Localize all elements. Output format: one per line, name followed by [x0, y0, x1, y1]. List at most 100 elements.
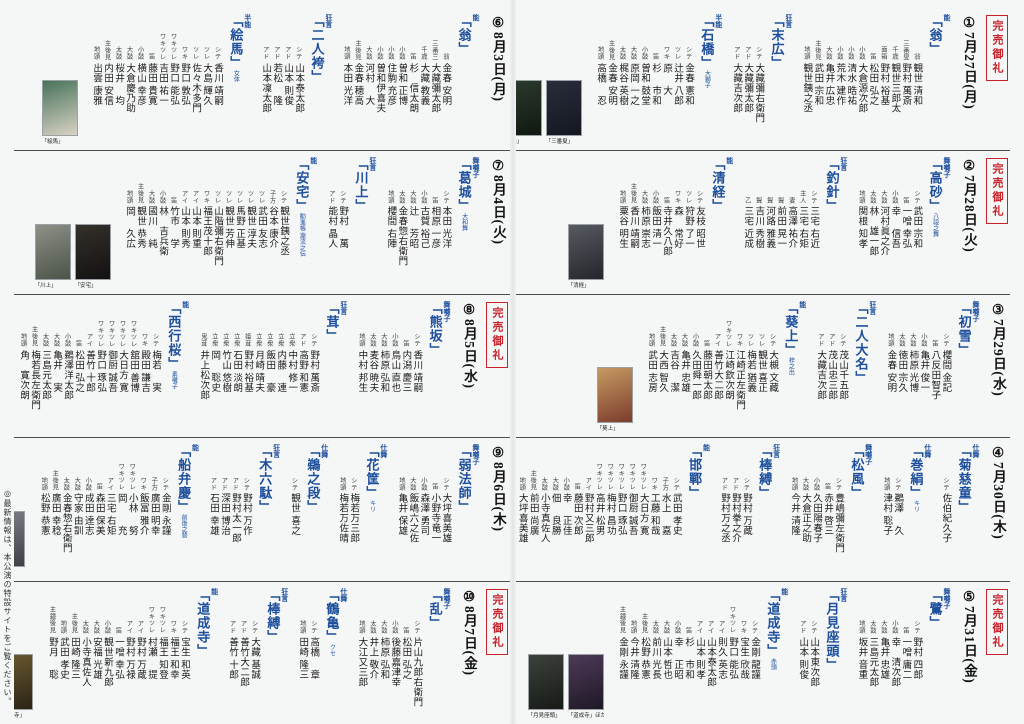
cast-entry: ワキツレ 小林 努	[126, 444, 137, 577]
cast-entry: 笛杉 信太朗	[407, 14, 418, 147]
cast-name: 関根 知孝	[856, 206, 867, 250]
cast-role: アイ	[713, 333, 721, 347]
cast-name: 井上松次郎	[198, 349, 209, 400]
cast-name: 柿原 光博	[907, 349, 918, 393]
performance-genre: 狂言	[280, 587, 289, 602]
cast-name: 福王茂十郎	[201, 206, 212, 257]
cast-entry: アド 大藏吉次郎	[815, 301, 826, 434]
cast-name: 吉谷 潔	[668, 349, 679, 393]
cast-name: 金春惣右衛門	[60, 493, 71, 554]
photo-caption: 「道成寺」ほか	[567, 713, 604, 720]
performance-title: 狂言 「川上」	[352, 157, 377, 290]
performance-title: 舞囃子 「高砂」八段之舞	[926, 157, 951, 290]
performance-name: 「石橋」	[699, 14, 715, 70]
cast-name: 今井 清隆	[789, 493, 800, 537]
cast-role: 地頭	[647, 333, 655, 347]
photo-image	[14, 510, 26, 567]
cast-role: 地頭	[618, 189, 626, 204]
photo-group: 「絵馬」	[41, 80, 78, 147]
program-block-4: ④7月30日(木) 仕舞 「菊慈童」 シテ 佐伯紀久子 仕舞 「巻絹」キリ シテ 鵜澤 久地頭津…	[516, 438, 1010, 582]
cast-role: 小鼓	[419, 476, 427, 491]
cast-entry: ツレ 観世 芳伸	[223, 157, 234, 290]
cast-entry: 小鼓 横山 幸彦	[135, 14, 146, 147]
performance: 能「船弁慶」前後之替 シテ 金剛 永謹 子方 廣田 明幸 ワキ 飯冨 雅介 ワキツレ 小林 努ワ…	[38, 444, 200, 577]
cast-role: シテ	[912, 189, 920, 204]
cast-entry: 乙三宅 近成	[742, 157, 753, 290]
cast-role: 小鼓	[691, 333, 699, 347]
performance-genre: 能	[798, 300, 807, 308]
cast-name: 武田 友志	[256, 206, 267, 250]
date-heading: ⑩8月7日(金)	[462, 588, 477, 676]
cast-role: アイ	[180, 189, 188, 204]
cast-name: 津村 聡子	[881, 493, 892, 537]
cast-role: 翁	[912, 53, 920, 60]
cast-name: 後藤嘉津幸	[389, 636, 400, 687]
performance-title: 仕舞 「鶴亀」クセ	[323, 588, 348, 721]
cast-entry: アド 野村太一郎	[229, 444, 240, 577]
cast-role: ワキ	[662, 46, 670, 60]
cast-entry: 小鼓幸 正佳	[560, 444, 571, 577]
photo-image	[567, 654, 604, 711]
cast-role: 小鼓	[890, 620, 898, 634]
performance-name: 「邯鄲」	[687, 444, 703, 501]
cast-name: 大藏吉次郎	[731, 63, 742, 113]
cast-name: 竹山 悠樹	[220, 349, 231, 393]
cast-name: 福王 和幸	[167, 636, 178, 680]
cast-role: シテ	[290, 476, 298, 491]
performance-name: 「葵上」	[783, 300, 799, 357]
cast-name: 金春 安明	[885, 349, 896, 393]
cast-role: シテ	[941, 476, 949, 491]
cast-entry: 地頭岡 久広	[124, 157, 135, 290]
date-heading: ④7月30日(木)	[991, 445, 1006, 540]
cast-role: 地頭	[92, 46, 100, 60]
cast-entry: 主鐘後見 金剛 永謹	[617, 588, 628, 721]
cast-entry: 主後見 金春 安明	[606, 14, 617, 147]
cast-entry: 笛相原 一彦	[429, 157, 440, 290]
cast-entry: 小鼓 曽和 正博	[396, 14, 407, 147]
photo-caption: 「木六駄」	[14, 568, 25, 576]
cast-role: 大鼓	[640, 189, 648, 204]
cast-name: 野村 四郎	[911, 636, 922, 680]
cast-entry: 主後見 廣田 幸稔	[49, 444, 60, 577]
cast-entry: 聟河路 雅義	[764, 157, 775, 290]
cast-role: 地頭	[882, 476, 890, 491]
cast-entry: シテ 観世銕之丞	[278, 157, 289, 290]
cast-entry: アド 野村万之丞	[718, 444, 729, 577]
cast-name: 野口 琢弘	[95, 349, 106, 393]
performance-genre: 狂言	[324, 14, 333, 28]
cast-role: 笛	[430, 483, 438, 491]
cast-entry: シテ 大槻 文藏	[767, 301, 778, 434]
performance-title: 舞囃子 「鷺」	[926, 588, 951, 721]
cast-name: 前田 晃一	[775, 206, 786, 250]
cast-name: 杉 信太朗	[407, 63, 418, 113]
cast-role: 主後見	[30, 326, 38, 347]
cast-role: 大鼓	[680, 333, 688, 347]
cast-role: 笛	[408, 53, 416, 60]
cast-name: 内藤 連	[275, 349, 286, 393]
cast-entry: 小鼓 森澤 勇司	[418, 444, 429, 577]
cast-entry: 地頭角 寛次朗	[18, 301, 29, 434]
cast-role: 主後見	[70, 613, 78, 634]
cast-name: 古賀 裕己	[418, 206, 429, 250]
cast-name: 一噌 庸二	[900, 636, 911, 680]
cast-role: 小鼓	[812, 476, 820, 491]
performance-name: 「道成寺」	[765, 587, 781, 658]
performance-title: 能「清経」	[709, 157, 733, 290]
cast-entry: 立衆 月崎 晴夫	[253, 301, 264, 434]
cast-role: シテ	[754, 46, 762, 60]
cast-entry: 笛藤田朝太郎	[701, 301, 712, 434]
photo-group: 「安宅」 「川上」	[34, 223, 111, 291]
cast-role: 立衆	[276, 333, 284, 347]
cast-entry: 大鼓 柿原 崇志	[639, 157, 650, 290]
cast-name: 大倉慶乃助	[124, 63, 135, 113]
performance: 舞囃子 「松風」 シテ 豊嶋彌左衛門笛赤井 啓三 小鼓 久田陽春子 大鼓 大倉正之助 地頭 今井 …	[789, 444, 874, 577]
cast-entry: ツレ 佐々木多門	[190, 14, 201, 147]
cast-entry: 笛松田 弘之	[867, 14, 878, 147]
cast-role: アド	[743, 46, 751, 60]
cast-name: 殿田 謙吉	[139, 349, 150, 393]
cast-entry: アイ 山本 則孝	[694, 588, 705, 721]
cast-role: 笛	[901, 626, 909, 634]
cast-entry: 主後見 前田 尚廣	[527, 444, 538, 577]
cast-entry: 太鼓 徳田 宗久	[896, 301, 907, 434]
cast-role: 聟	[776, 196, 784, 204]
